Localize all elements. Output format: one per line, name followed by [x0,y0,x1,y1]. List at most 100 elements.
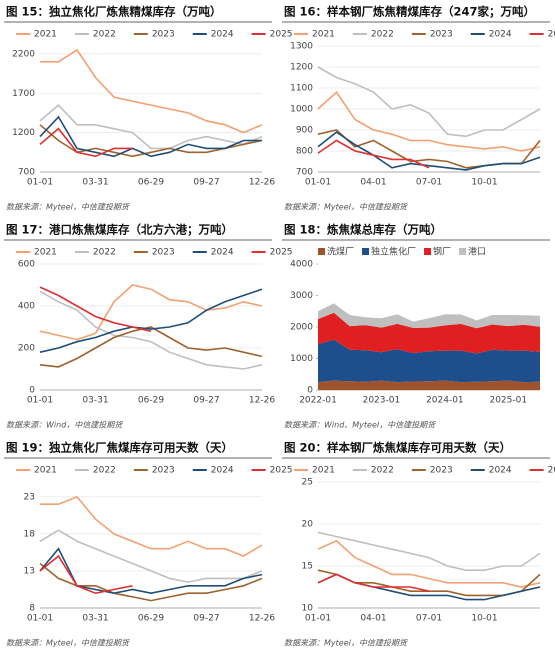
legend-label: 2022 [371,30,394,40]
source-note: 数据来源：Wind，中信建投期货 [6,421,123,430]
source-note: 数据来源：Myteel，中信建投期货 [6,639,130,648]
y-tick-label: 700 [296,168,313,178]
legend-label: 2021 [34,466,57,476]
x-tick-label: 06-29 [138,178,164,188]
legend-label: 2023 [152,248,175,258]
legend-label: 2022 [93,466,116,476]
stacked-area [318,312,540,354]
x-tick-label: 09-27 [193,614,219,624]
series-line [39,529,263,583]
legend-swatch [318,248,325,255]
x-tick-label: 06-29 [138,396,164,406]
x-tick-label: 12-26 [249,178,275,188]
legend-label: 2024 [489,30,512,40]
series-line [317,531,541,571]
y-tick-label: 1200 [290,63,313,73]
stacked-area [318,303,540,329]
series-line [39,127,133,158]
legend-label: 2024 [211,248,234,258]
y-tick-label: 200 [18,344,35,354]
x-tick-label: 01-01 [27,614,53,624]
x-tick-label: 10-01 [471,614,497,624]
series-line [39,562,263,602]
y-tick-label: 2000 [290,323,313,333]
y-tick-label: 8 [29,604,35,614]
y-tick-label: 15 [302,562,313,572]
y-tick-label: 0 [307,386,313,396]
y-tick-label: 25 [302,478,313,488]
y-tick-label: 1300 [290,42,313,52]
legend-swatch [362,248,370,255]
y-tick-label: 1000 [290,354,313,364]
x-tick-label: 07-01 [416,178,442,188]
series-line [39,554,133,595]
y-tick-label: 2200 [12,49,35,59]
legend-label: 2025 [270,30,293,40]
chart-title: 图 16：样本钢厂炼焦精煤库存（247家；万吨） [284,5,535,19]
y-tick-label: 1200 [12,128,35,138]
legend-label: 2023 [430,30,453,40]
x-tick-label: 2023-01 [363,396,401,406]
series-line [39,326,263,368]
x-tick-label: 12-26 [249,396,275,406]
series-line [317,539,541,588]
x-tick-label: 2025-01 [489,396,527,406]
x-tick-label: 2024-01 [426,396,464,406]
series-line [40,48,263,134]
source-note: 数据来源：Myteel，中信建投期货 [284,203,408,212]
x-tick-label: 01-01 [27,178,53,188]
y-tick-label: 800 [296,147,313,157]
y-tick-label: 13 [24,566,35,576]
series-line [317,131,541,171]
series-line [39,290,263,370]
y-tick-label: 3000 [290,291,313,301]
y-tick-label: 20 [302,520,314,530]
series-line [39,284,263,341]
stacked-area [318,339,540,383]
y-tick-label: 1700 [12,89,35,99]
x-tick-label: 2022-01 [299,396,337,406]
legend-label: 2024 [211,30,234,40]
x-tick-label: 01-01 [305,178,331,188]
series-line [39,288,263,353]
series-line [317,66,541,138]
x-tick-label: 03-31 [82,178,108,188]
x-tick-label: 07-01 [416,614,442,624]
legend-label: 2021 [312,30,335,40]
legend-label: 洗煤厂 [327,246,354,258]
y-tick-label: 0 [29,386,35,396]
x-tick-label: 01-01 [305,614,331,624]
y-tick-label: 23 [24,492,35,502]
legend-label: 2023 [152,30,175,40]
legend-label: 2021 [312,466,335,476]
x-tick-label: 09-27 [193,178,219,188]
y-tick-label: 700 [18,168,35,178]
series-line [317,573,430,592]
x-tick-label: 10-01 [471,178,497,188]
legend-label: 2021 [34,248,57,258]
x-tick-label: 01-01 [27,396,53,406]
chart-title: 图 20：样本钢厂炼焦煤库存可用天数（天） [284,441,511,455]
legend-label: 2025 [270,248,293,258]
series-line [39,103,263,150]
source-note: 数据来源：Wind、Myteel，中信建投期货 [284,421,436,430]
source-note: 数据来源：Myteel，中信建投期货 [284,639,408,648]
series-line [39,286,152,332]
y-tick-label: 1100 [290,84,313,94]
legend-label: 钢厂 [433,246,451,258]
legend-label: 2023 [430,466,453,476]
y-tick-label: 600 [18,260,35,270]
chart-title: 图 18：炼焦煤总库存（万吨） [284,223,442,237]
legend-label: 2021 [34,30,57,40]
legend-swatch [424,248,432,255]
y-tick-label: 4000 [290,260,313,270]
legend-label: 2024 [211,466,234,476]
y-tick-label: 400 [18,302,35,312]
series-line [317,90,541,152]
legend-label: 2025 [270,466,293,476]
legend-label: 2023 [152,466,175,476]
series-line [39,115,262,158]
legend-label: 2022 [93,30,116,40]
legend-label: 独立焦化厂 [371,246,416,258]
